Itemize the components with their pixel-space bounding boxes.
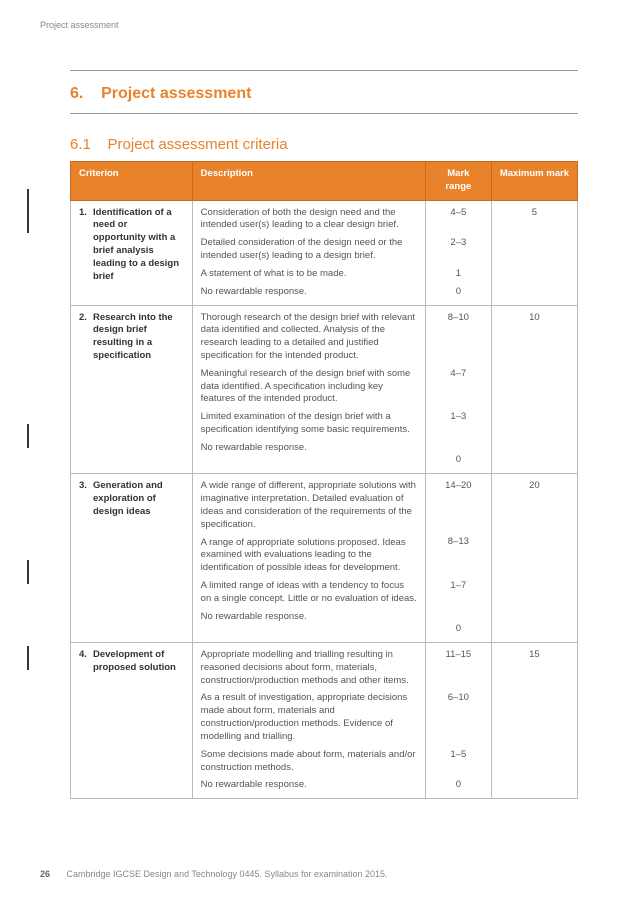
mark-range-value: 0 xyxy=(434,779,483,792)
mark-range-value: 6–10 xyxy=(434,692,483,743)
mark-range-value: 1 xyxy=(434,268,483,281)
max-mark-cell: 20 xyxy=(491,474,577,643)
description-band: Detailed consideration of the design nee… xyxy=(201,237,417,263)
max-mark-cell: 10 xyxy=(491,305,577,474)
description-cell: Thorough research of the design brief wi… xyxy=(192,305,425,474)
subsection-title: 6.1 Project assessment criteria xyxy=(70,136,578,153)
criterion-cell: 1.Identification of a need or opportunit… xyxy=(71,200,193,305)
change-bar xyxy=(27,646,29,670)
criterion-cell: 2.Research into the design brief resulti… xyxy=(71,305,193,474)
criterion-text: Identification of a need or opportunity … xyxy=(93,207,180,284)
table-row: 1.Identification of a need or opportunit… xyxy=(71,200,578,305)
criterion-number: 2. xyxy=(79,312,93,325)
description-band: A limited range of ideas with a tendency… xyxy=(201,580,417,606)
table-row: 2.Research into the design brief resulti… xyxy=(71,305,578,474)
section-number: 6. xyxy=(70,85,83,102)
mark-range-value: 0 xyxy=(434,623,483,636)
change-bar xyxy=(27,424,29,448)
criterion-text: Generation and exploration of design ide… xyxy=(93,480,180,518)
col-description: Description xyxy=(192,162,425,201)
criterion-cell: 4.Development of proposed solution xyxy=(71,643,193,799)
description-band: No rewardable response. xyxy=(201,611,417,624)
criterion-number: 4. xyxy=(79,649,93,662)
mark-range-value: 4–7 xyxy=(434,368,483,406)
criterion-text: Research into the design brief resulting… xyxy=(93,312,180,363)
table-header-row: Criterion Description Mark range Maximum… xyxy=(71,162,578,201)
page-footer: 26 Cambridge IGCSE Design and Technology… xyxy=(40,869,598,879)
section-title: 6. Project assessment xyxy=(70,85,578,103)
description-cell: Appropriate modelling and trialling resu… xyxy=(192,643,425,799)
col-criterion: Criterion xyxy=(71,162,193,201)
subsection-name: Project assessment criteria xyxy=(108,136,288,153)
mark-range-value: 8–10 xyxy=(434,312,483,363)
max-mark-cell: 5 xyxy=(491,200,577,305)
max-mark-cell: 15 xyxy=(491,643,577,799)
mark-range-cell: 8–10 4–7 1–3 0 xyxy=(425,305,491,474)
description-band: Thorough research of the design brief wi… xyxy=(201,312,417,363)
change-bar xyxy=(27,560,29,584)
footer-text: Cambridge IGCSE Design and Technology 04… xyxy=(67,869,388,879)
description-band: No rewardable response. xyxy=(201,286,417,299)
table-row: 4.Development of proposed solutionApprop… xyxy=(71,643,578,799)
description-band: Limited examination of the design brief … xyxy=(201,411,417,437)
mark-range-value: 0 xyxy=(434,454,483,467)
mark-range-value: 11–15 xyxy=(434,649,483,687)
description-band: No rewardable response. xyxy=(201,442,417,455)
page-number: 26 xyxy=(40,869,64,879)
mark-range-value: 14–20 xyxy=(434,480,483,531)
criterion-cell: 3.Generation and exploration of design i… xyxy=(71,474,193,643)
divider-mid xyxy=(70,113,578,114)
mark-range-value: 4–5 xyxy=(434,207,483,233)
col-mark-range: Mark range xyxy=(425,162,491,201)
mark-range-cell: 14–20 8–13 1–7 0 xyxy=(425,474,491,643)
criterion-number: 3. xyxy=(79,480,93,493)
running-header: Project assessment xyxy=(40,20,598,30)
description-band: Appropriate modelling and trialling resu… xyxy=(201,649,417,687)
description-band: As a result of investigation, appropriat… xyxy=(201,692,417,743)
mark-range-value: 8–13 xyxy=(434,536,483,574)
subsection-number: 6.1 xyxy=(70,136,91,153)
description-band: A range of appropriate solutions propose… xyxy=(201,537,417,575)
description-band: A statement of what is to be made. xyxy=(201,268,417,281)
table-row: 3.Generation and exploration of design i… xyxy=(71,474,578,643)
description-cell: Consideration of both the design need an… xyxy=(192,200,425,305)
description-band: Some decisions made about form, material… xyxy=(201,749,417,775)
mark-range-value: 1–7 xyxy=(434,580,483,618)
criteria-table: Criterion Description Mark range Maximum… xyxy=(70,161,578,799)
description-band: Consideration of both the design need an… xyxy=(201,207,417,233)
col-max-mark: Maximum mark xyxy=(491,162,577,201)
divider-top xyxy=(70,70,578,71)
description-band: No rewardable response. xyxy=(201,779,417,792)
description-band: Meaningful research of the design brief … xyxy=(201,368,417,406)
criterion-number: 1. xyxy=(79,207,93,220)
section-name: Project assessment xyxy=(101,85,251,102)
page-content: 6. Project assessment 6.1 Project assess… xyxy=(40,70,598,799)
change-bar xyxy=(27,189,29,233)
description-cell: A wide range of different, appropriate s… xyxy=(192,474,425,643)
mark-range-cell: 4–5 2–3 1 0 xyxy=(425,200,491,305)
mark-range-value: 0 xyxy=(434,286,483,299)
mark-range-value: 2–3 xyxy=(434,237,483,263)
mark-range-cell: 11–15 6–10 1–5 0 xyxy=(425,643,491,799)
mark-range-value: 1–3 xyxy=(434,411,483,449)
mark-range-value: 1–5 xyxy=(434,749,483,775)
description-band: A wide range of different, appropriate s… xyxy=(201,480,417,531)
criterion-text: Development of proposed solution xyxy=(93,649,180,675)
